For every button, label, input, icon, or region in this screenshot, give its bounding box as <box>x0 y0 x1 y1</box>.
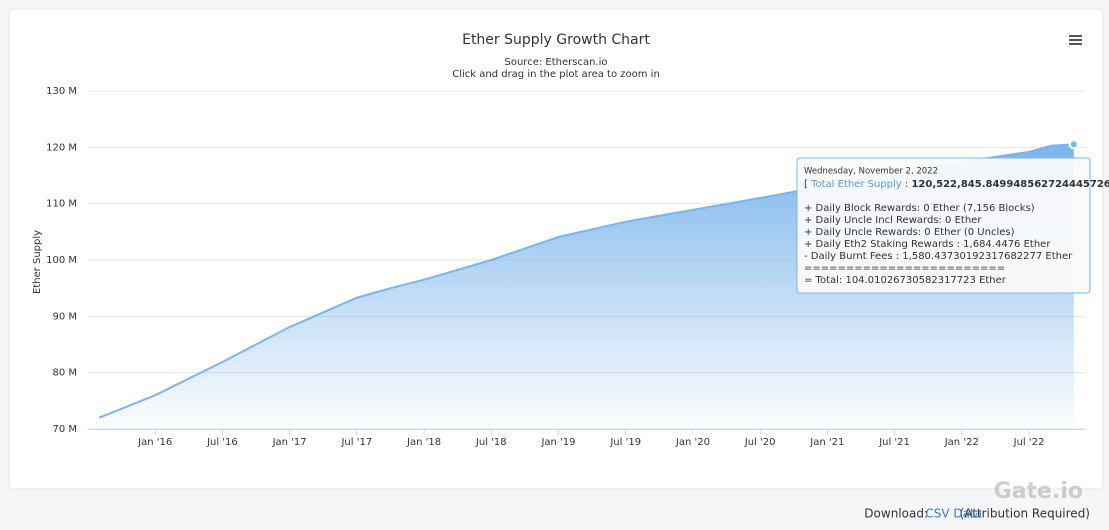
x-tick-label: Jul '20 <box>744 437 776 448</box>
x-tick-label: Jan '19 <box>540 437 575 448</box>
y-tick-label: 130 M <box>46 86 77 97</box>
y-tick-label: 110 M <box>46 199 77 210</box>
tooltip-date: Wednesday, November 2, 2022 <box>804 167 938 177</box>
y-tick-label: 70 M <box>52 424 77 435</box>
x-tick-label: Jul '21 <box>878 437 910 448</box>
tooltip-box <box>796 157 1091 294</box>
tooltip-line: + Daily Uncle Incl Rewards: 0 Ether <box>804 215 982 226</box>
y-tick-label: 90 M <box>52 311 77 322</box>
x-tick-label: Jul '19 <box>609 437 641 448</box>
x-tick-label: Jul '18 <box>475 437 507 448</box>
csv-link[interactable]: CSV Data <box>925 507 982 521</box>
subtitle: Source: Etherscan.io <box>505 57 608 68</box>
tooltip-line: = Total: 104.01026730582317723 Ether <box>804 275 1007 286</box>
tooltip-line: - Daily Burnt Fees : 1,580.4373019231768… <box>804 251 1073 262</box>
x-tick-label: Jan '20 <box>675 437 710 448</box>
tooltip-value: 120,522,845.849948562724445726 <box>911 179 1109 190</box>
tooltip-header: [ Total Ether Supply : 120,522,845.84994… <box>804 179 1109 190</box>
tooltip-series: Total Ether Supply <box>810 179 902 190</box>
highlight-point <box>1068 139 1079 150</box>
x-tick-label: Jul '17 <box>340 437 372 448</box>
tooltip-line: ======================== <box>804 263 1005 274</box>
tooltip-line: + Daily Uncle Rewards: 0 Ether (0 Uncles… <box>804 227 1015 238</box>
hint: Click and drag in the plot area to zoom … <box>452 69 660 80</box>
y-tick-label: 100 M <box>46 255 77 266</box>
x-tick-label: Jan '17 <box>272 437 307 448</box>
x-tick-label: Jan '18 <box>406 437 441 448</box>
tooltip-line: + Daily Block Rewards: 0 Ether (7,156 Bl… <box>804 203 1035 214</box>
y-axis-title: Ether Supply <box>32 230 43 294</box>
y-tick-label: 80 M <box>52 368 77 379</box>
tooltip-line: + Daily Eth2 Staking Rewards : 1,684.447… <box>804 239 1051 250</box>
chart-title: Ether Supply Growth Chart <box>462 32 650 48</box>
footer-note: (Attribution Required) <box>960 507 1090 521</box>
watermark: Gate.io <box>994 479 1083 504</box>
tooltip: Wednesday, November 2, 2022 [ Total Ether… <box>796 157 1109 294</box>
download-label: Download: <box>864 507 928 521</box>
x-tick-label: Jan '16 <box>137 437 172 448</box>
menu-icon[interactable] <box>1069 35 1082 45</box>
x-tick-label: Jan '22 <box>944 437 979 448</box>
x-tick-label: Jul '16 <box>206 437 238 448</box>
y-tick-label: 120 M <box>46 142 77 153</box>
x-tick-label: Jul '22 <box>1013 437 1045 448</box>
x-tick-label: Jan '21 <box>809 437 844 448</box>
